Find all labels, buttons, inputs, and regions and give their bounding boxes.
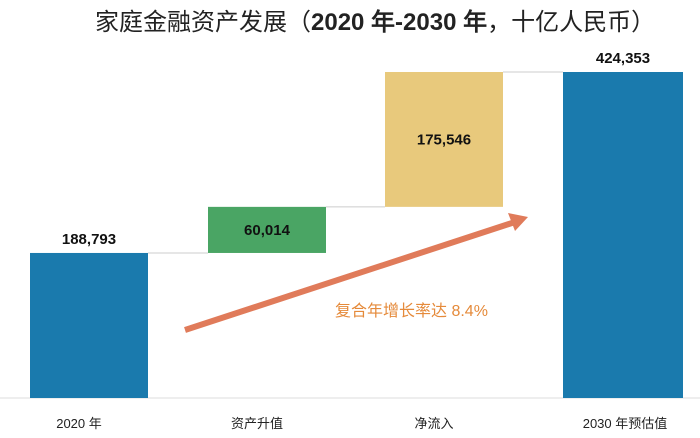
data-label: 175,546: [417, 131, 471, 148]
data-label: 188,793: [62, 231, 116, 248]
category-label: 资产升值: [231, 416, 283, 431]
cagr-annotation: 复合年增长率达 8.4%: [335, 302, 488, 320]
data-label: 60,014: [244, 222, 291, 239]
bar-0: [30, 252, 148, 398]
data-label: 424,353: [596, 50, 650, 67]
category-label: 净流入: [414, 416, 453, 431]
bar-1: [208, 206, 326, 253]
bar-2: [385, 72, 503, 207]
category-label: 2020 年: [56, 416, 102, 431]
chart-title: 家庭金融资产发展（2020 年-2030 年，十亿人民币）: [95, 8, 655, 36]
growth-arrow-head-icon: [508, 213, 528, 231]
bar-3: [563, 72, 683, 398]
category-label: 2030 年预估值: [583, 416, 668, 431]
growth-arrow-line: [184, 219, 516, 333]
